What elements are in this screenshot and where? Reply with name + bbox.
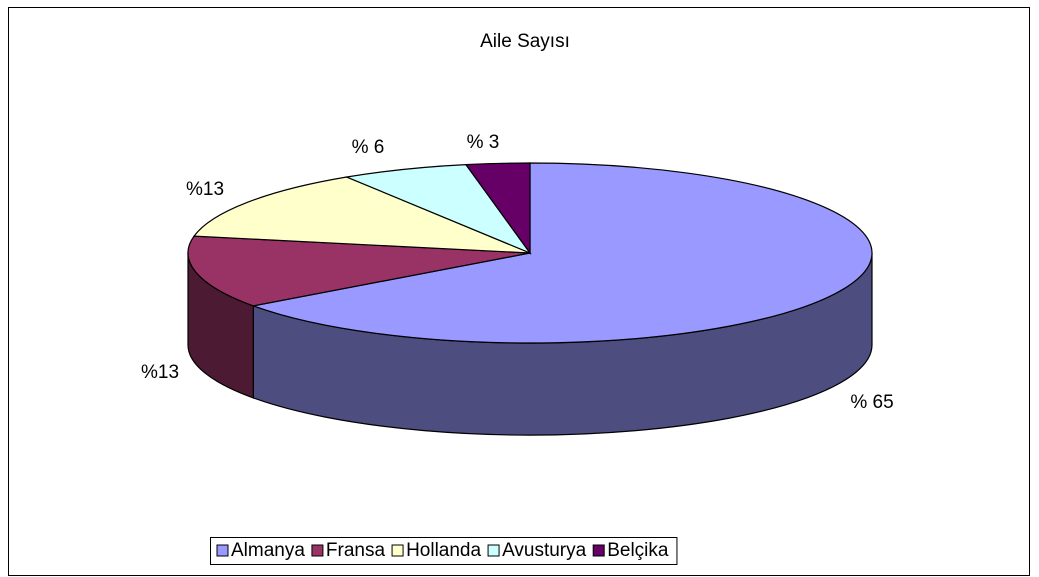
- legend-swatch: [311, 544, 324, 557]
- data-label: % 65: [850, 392, 893, 413]
- data-label: % 3: [467, 132, 500, 153]
- slice: [464, 162, 531, 255]
- legend-label: Hollanda: [406, 540, 481, 561]
- slice: [251, 162, 873, 344]
- legend-label: Almanya: [231, 540, 305, 561]
- slice: [187, 235, 531, 307]
- data-label: %13: [186, 179, 224, 200]
- legend-label: Avusturya: [502, 540, 587, 561]
- legend-swatch: [487, 544, 500, 557]
- chart-title: Aile Sayısı: [480, 31, 570, 52]
- legend-swatch: [391, 544, 404, 557]
- legend-label: Belçika: [607, 540, 669, 561]
- legend-label: Fransa: [326, 540, 386, 561]
- legend-swatch: [216, 544, 229, 557]
- slice: [344, 163, 532, 255]
- data-label: %13: [141, 362, 179, 383]
- slice: [192, 176, 531, 254]
- data-label: % 6: [352, 137, 385, 158]
- legend-swatch: [592, 544, 605, 557]
